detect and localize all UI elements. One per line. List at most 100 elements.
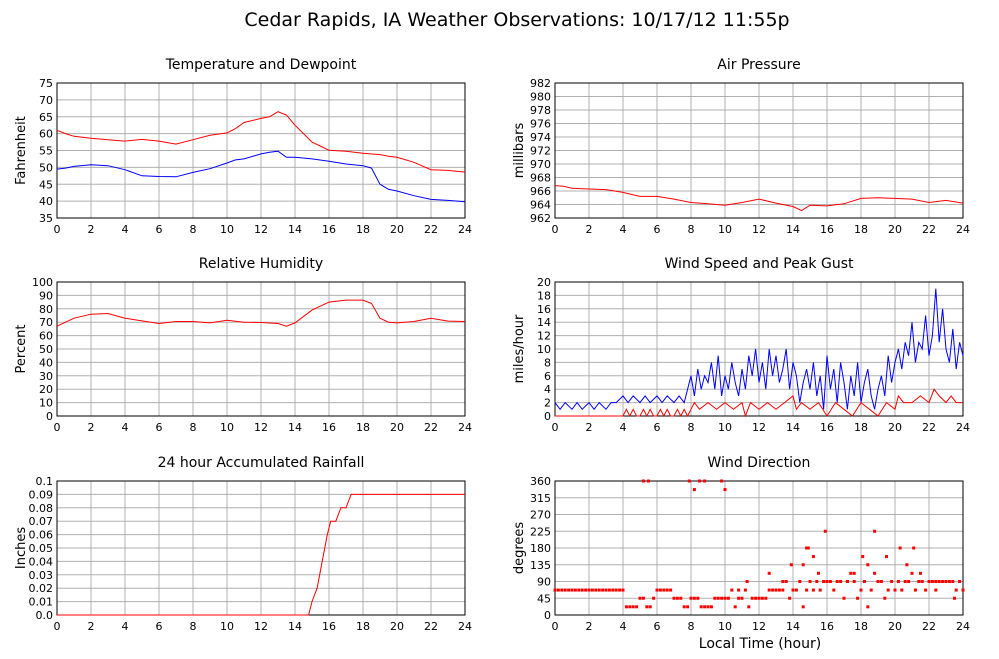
data-point [563,588,567,592]
x-tick-label: 10 [718,421,732,434]
y-axis-label: Fahrenheit [14,116,29,185]
data-point [628,605,632,609]
x-tick-label: 18 [854,421,868,434]
data-point [913,588,917,592]
y-tick-label: 980 [530,91,551,104]
x-tick-label: 4 [122,620,129,633]
data-point [754,596,758,600]
y-tick-label: 0.01 [29,596,54,609]
data-point [788,596,792,600]
data-point [723,488,727,492]
data-point [806,546,810,550]
x-tick-label: 8 [688,421,695,434]
x-tick-label: 6 [654,223,661,236]
y-tick-label: 10 [39,397,53,410]
series-line-temp-0 [56,111,466,173]
x-tick-label: 4 [620,421,627,434]
y-tick-label: 966 [530,185,551,198]
x-tick-label: 24 [956,421,970,434]
data-point [713,596,717,600]
data-point [687,479,691,483]
x-tick-label: 20 [888,421,902,434]
data-point [743,588,747,592]
y-tick-label: 0 [544,410,551,423]
data-point [896,580,900,583]
x-tick-label: 6 [156,223,163,236]
x-tick-label: 4 [620,223,627,236]
data-point [919,571,922,575]
x-tick-label: 22 [922,620,936,633]
data-point [737,596,741,600]
y-tick-label: 30 [39,370,53,383]
x-tick-label: 14 [288,223,302,236]
data-point [682,605,686,609]
data-point [594,588,598,592]
x-tick-label: 8 [190,223,197,236]
data-point [699,605,703,609]
data-point [573,588,577,592]
data-point [849,571,853,575]
x-tick-label: 6 [654,421,661,434]
x-tick-label: 6 [156,620,163,633]
data-point [801,563,805,567]
chart-title: 24 hour Accumulated Rainfall [158,455,365,471]
y-axis-label: degrees [512,522,527,575]
data-point [767,571,771,575]
y-tick-label: 12 [537,330,551,343]
data-point [692,596,696,600]
y-tick-label: 968 [530,172,551,185]
data-point [873,571,877,575]
data-point [658,588,662,592]
data-point [910,571,914,575]
data-point [703,479,707,483]
data-point [703,605,707,609]
data-point [587,588,591,592]
y-tick-label: 0.06 [29,529,54,542]
x-tick-label: 10 [220,421,234,434]
x-tick-label: 22 [922,223,936,236]
x-tick-label: 4 [122,223,129,236]
x-tick-label: 20 [390,421,404,434]
y-tick-label: 978 [530,104,551,117]
data-point [862,580,866,583]
x-tick-label: 24 [458,421,472,434]
y-tick-label: 225 [530,525,551,538]
x-tick-label: 12 [752,620,766,633]
data-point [675,596,679,600]
x-tick-label: 14 [288,620,302,633]
x-tick-label: 0 [54,421,61,434]
data-point [665,588,669,592]
x-tick-label: 22 [424,620,438,633]
data-point [953,596,956,600]
x-tick-label: 6 [156,421,163,434]
data-point [934,580,938,583]
x-tick-label: 18 [356,620,370,633]
y-tick-label: 45 [39,178,53,191]
y-tick-label: 14 [537,316,551,329]
data-point [805,546,809,550]
y-tick-label: 50 [39,161,53,174]
data-point [730,588,734,592]
data-point [747,605,751,609]
y-tick-label: 35 [39,212,53,225]
y-tick-label: 0.02 [29,582,54,595]
data-point [842,596,846,600]
data-point [801,605,805,609]
x-tick-label: 18 [356,223,370,236]
data-point [621,588,625,592]
data-point [635,605,639,609]
data-point [852,580,856,583]
y-tick-label: 40 [39,356,53,369]
y-tick-label: 90 [39,289,53,302]
data-point [720,479,724,483]
y-tick-label: 70 [39,94,53,107]
y-tick-label: 0.04 [29,555,54,568]
x-tick-label: 8 [688,223,695,236]
y-tick-label: 2 [544,397,551,410]
data-point [726,596,730,600]
y-tick-label: 8 [544,356,551,369]
x-tick-label: 12 [254,223,268,236]
data-point [614,588,618,592]
